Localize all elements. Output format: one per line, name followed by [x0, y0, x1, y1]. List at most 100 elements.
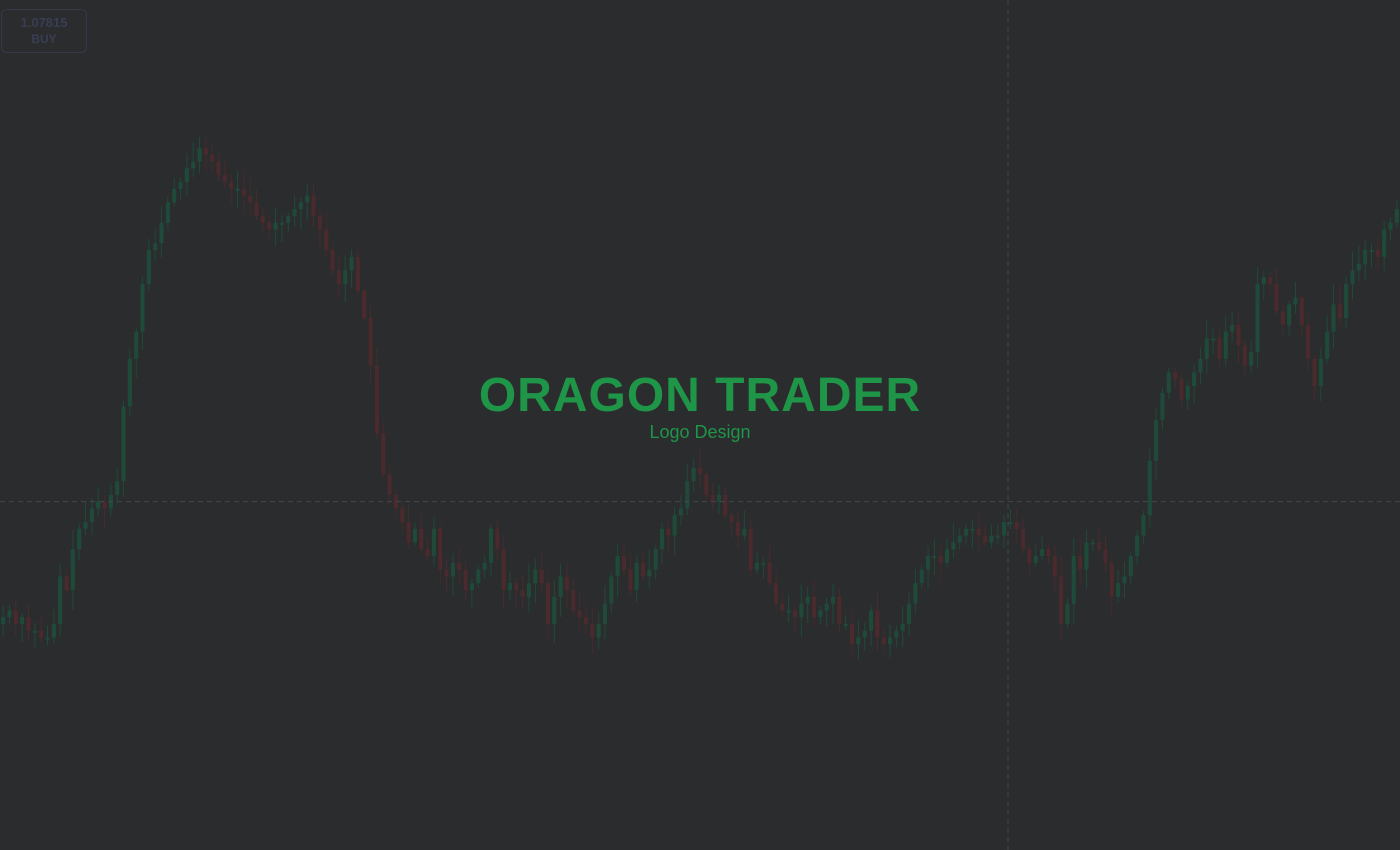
bear-candle — [577, 610, 582, 618]
bull-candle — [1033, 556, 1038, 563]
bear-candle — [374, 365, 379, 434]
bull-candle — [1135, 535, 1140, 556]
bull-candle — [191, 161, 196, 169]
bull-candle — [526, 583, 532, 597]
bull-candle — [951, 542, 956, 550]
bull-candle — [906, 603, 912, 624]
bull-candle — [1318, 358, 1323, 386]
bull-candle — [742, 528, 747, 536]
bull-candle — [653, 549, 658, 570]
bull-candle — [970, 528, 975, 531]
bull-candle — [469, 583, 475, 590]
bear-candle — [406, 522, 411, 543]
bear-candle — [222, 175, 227, 182]
bear-candle — [216, 161, 221, 176]
candle-series — [1, 137, 1399, 660]
bull-candle — [818, 610, 823, 618]
bull-candle — [862, 630, 867, 638]
bull-candle — [602, 603, 608, 624]
bear-candle — [210, 154, 215, 162]
bull-candle — [507, 583, 513, 590]
bear-candle — [837, 596, 842, 624]
logo-block: ORAGON TRADER Logo Design — [0, 368, 1400, 442]
bear-candle — [248, 195, 253, 203]
bear-candle — [1052, 556, 1057, 577]
bull-candle — [1002, 522, 1007, 536]
bull-candle — [596, 624, 601, 638]
bull-candle — [134, 331, 139, 359]
bull-candle — [1255, 284, 1260, 352]
bull-candle — [1356, 263, 1361, 271]
bear-candle — [1109, 562, 1114, 597]
bear-candle — [545, 583, 551, 624]
bull-candle — [894, 630, 899, 638]
bear-candle — [425, 549, 430, 556]
bear-candle — [881, 637, 886, 645]
bear-candle — [590, 624, 595, 638]
bear-candle — [324, 229, 329, 250]
bull-candle — [1249, 352, 1254, 366]
bear-candle — [1021, 528, 1026, 550]
bull-candle — [431, 528, 436, 556]
bull-candle — [115, 481, 120, 495]
bull-candle — [1, 617, 6, 624]
bull-candle — [716, 494, 722, 502]
bear-candle — [393, 494, 398, 509]
bull-candle — [634, 562, 639, 590]
bull-candle — [913, 583, 918, 604]
bear-candle — [1173, 372, 1178, 380]
bear-candle — [229, 182, 234, 189]
bull-candle — [184, 168, 189, 182]
bull-candle — [1388, 222, 1393, 230]
bear-candle — [457, 562, 462, 570]
bull-candle — [1344, 284, 1349, 318]
bear-candle — [938, 556, 943, 563]
bull-candle — [1230, 324, 1235, 332]
bull-candle — [945, 549, 950, 563]
bear-candle — [203, 148, 208, 155]
bull-candle — [1128, 556, 1133, 577]
bear-candle — [1337, 304, 1342, 318]
bull-candle — [121, 406, 126, 482]
bear-candle — [811, 596, 817, 618]
bear-candle — [539, 569, 544, 584]
bull-candle — [672, 515, 677, 536]
logo-title: ORAGON TRADER — [478, 369, 922, 422]
bull-candle — [856, 637, 861, 645]
bear-candle — [267, 222, 272, 230]
bear-candle — [355, 256, 360, 291]
bull-candle — [482, 562, 487, 570]
bull-candle — [273, 222, 278, 230]
bear-candle — [438, 528, 443, 570]
bull-candle — [887, 637, 893, 645]
bear-candle — [1280, 311, 1285, 325]
bull-candle — [1350, 270, 1355, 284]
bull-candle — [1147, 460, 1152, 516]
bear-candle — [1059, 576, 1064, 624]
bull-candle — [178, 182, 183, 189]
bull-candle — [1154, 420, 1159, 461]
bull-candle — [799, 603, 804, 618]
bull-candle — [305, 195, 310, 203]
bear-candle — [501, 549, 506, 590]
bull-candle — [830, 596, 836, 604]
bull-candle — [558, 576, 563, 597]
bull-candle — [1071, 556, 1076, 604]
bull-candle — [1223, 331, 1228, 359]
bull-candle — [964, 528, 969, 536]
bull-candle — [1160, 392, 1165, 420]
bull-candle — [1394, 209, 1399, 223]
bull-candle — [843, 624, 848, 626]
bull-candle — [51, 624, 56, 638]
bull-candle — [146, 250, 151, 284]
bull-candle — [609, 576, 614, 604]
bull-candle — [58, 576, 63, 624]
bull-candle — [488, 528, 494, 563]
bear-candle — [735, 522, 741, 536]
bull-candle — [165, 202, 170, 223]
price-tag[interactable]: 1.07815 BUY — [1, 9, 87, 53]
bear-candle — [780, 603, 785, 611]
bear-candle — [628, 569, 633, 590]
bull-candle — [1325, 331, 1330, 359]
